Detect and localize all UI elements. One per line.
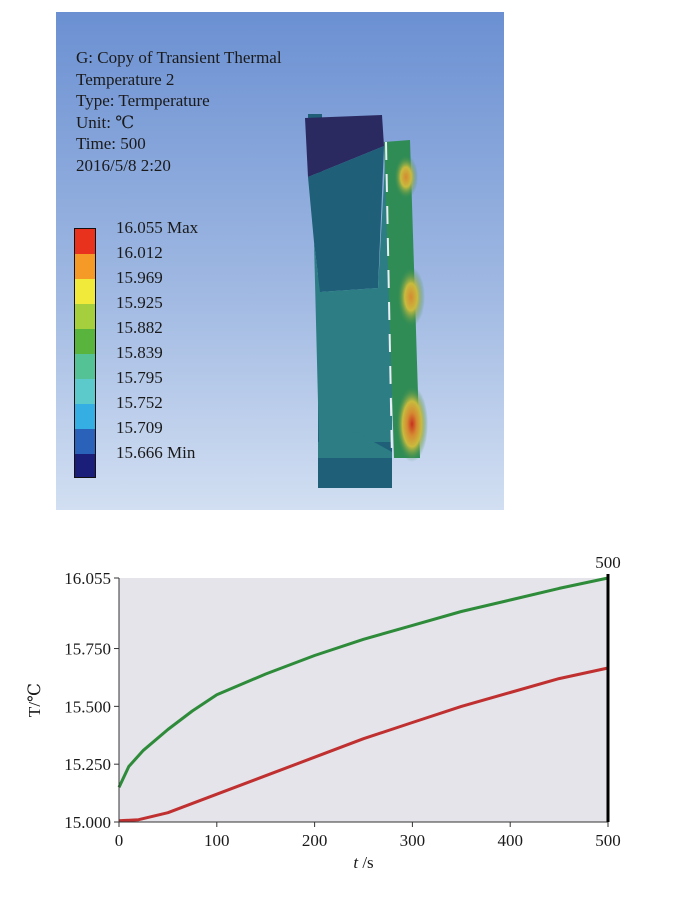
chart-canvas: 15.000 15.250 15.500 15.750 16.055 0 100 200 300… [25, 553, 621, 872]
info-time: Time: 500 [76, 134, 146, 153]
y-tick-label: 15.750 [64, 640, 111, 659]
legend-label: 15.969 [116, 268, 163, 287]
info-date: 2016/5/8 2:20 [76, 155, 171, 175]
y-tick-label: 16.055 [64, 569, 111, 588]
x-tick-label: 0 [115, 831, 124, 850]
legend-label: 15.666 Min [116, 443, 196, 462]
legend-swatch [75, 379, 95, 404]
legend-label: 15.882 [116, 318, 163, 337]
thermal-model-view [305, 114, 428, 488]
x-tick-label: 500 [595, 831, 621, 850]
x-tick-label: 100 [204, 831, 230, 850]
y-tick-label: 15.500 [64, 697, 111, 716]
y-tick-label: 15.250 [64, 755, 111, 774]
legend-label: 15.795 [116, 368, 163, 387]
legend-swatch [75, 429, 95, 454]
left-panel [305, 114, 392, 488]
legend-swatch [75, 404, 95, 429]
legend-label: 15.839 [116, 343, 163, 362]
y-axis-label: T/℃ [25, 683, 44, 717]
x-axis-label: t /s [353, 853, 373, 872]
legend-swatch [75, 329, 95, 354]
x-tick-label: 300 [400, 831, 426, 850]
legend-swatch [75, 229, 95, 254]
simulation-viewport[interactable]: G: Copy of Transient Thermal Temperature… [56, 12, 504, 510]
info-title: G: Copy of Transient Thermal [76, 48, 282, 67]
x-tick-label: 400 [497, 831, 523, 850]
time-marker-label: 500 [595, 553, 621, 572]
legend-swatch [75, 354, 95, 379]
mesh-seam-line [385, 141, 393, 459]
series-line-1 [118, 666, 609, 823]
temperature-time-chart: 15.000 15.250 15.500 15.750 16.055 0 100 200 300… [0, 540, 700, 918]
legend-label: 15.925 [116, 293, 163, 312]
legend-label: 16.012 [116, 243, 163, 262]
y-tick-label: 15.000 [64, 813, 111, 832]
info-type: Type: Termperature [76, 91, 210, 110]
legend-swatch [75, 254, 95, 279]
legend-swatch [75, 454, 95, 477]
legend-swatch [75, 304, 95, 329]
x-tick-label: 200 [302, 831, 328, 850]
info-unit: Unit: ℃ [76, 112, 135, 132]
legend-label: 15.752 [116, 393, 163, 412]
plot-area [119, 578, 608, 822]
right-fin [384, 140, 428, 462]
result-info-block: G: Copy of Transient Thermal Temperature… [76, 47, 282, 176]
info-result-name: Temperature 2 [76, 69, 175, 89]
series-line-0 [117, 576, 609, 788]
legend-swatch [75, 279, 95, 304]
legend-color-bar [74, 228, 96, 478]
legend-label: 16.055 Max [116, 218, 199, 237]
legend-label: 15.709 [116, 418, 163, 437]
